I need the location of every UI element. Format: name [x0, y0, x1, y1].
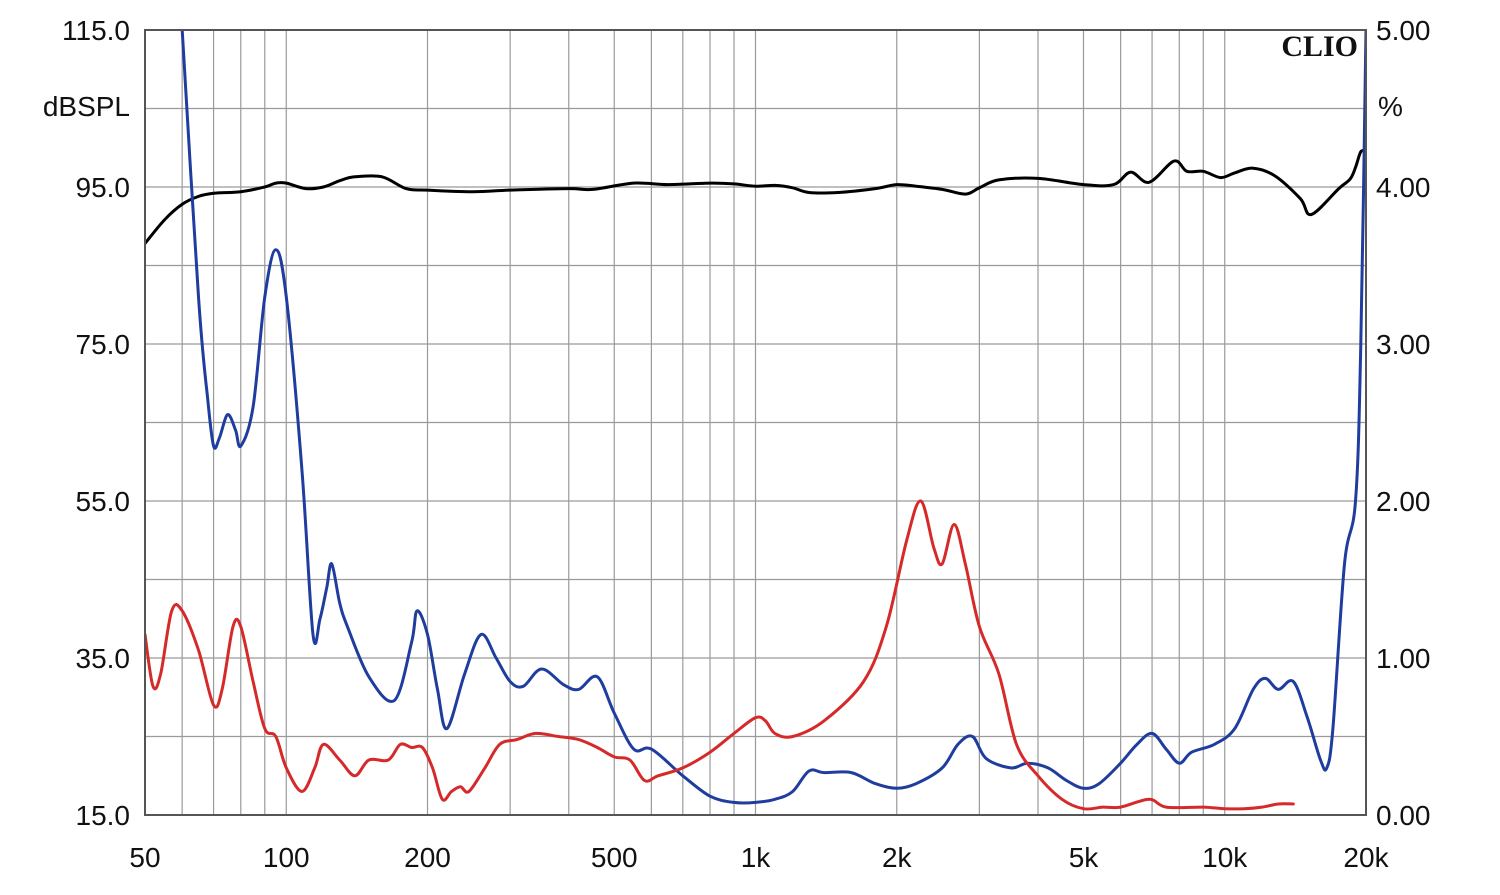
x-axis-tick-label: 50: [129, 842, 160, 873]
left-axis-tick-labels: 115.0 95.0 75.0 55.0 35.0 15.0: [62, 15, 130, 831]
distortion-line-blue: [180, 30, 1366, 805]
x-axis-tick-label: 10k: [1202, 842, 1248, 873]
x-axis-tick-label: 1k: [741, 842, 772, 873]
right-axis-tick-label: 2.00: [1376, 486, 1431, 517]
right-axis-tick-label: 3.00: [1376, 329, 1431, 360]
left-axis-tick-label: 55.0: [76, 486, 131, 517]
left-axis-tick-label: 75.0: [76, 329, 131, 360]
brand-logo-text: CLIO: [1281, 30, 1358, 63]
plot-frame: [144, 29, 1367, 816]
left-axis-tick-label: 95.0: [76, 172, 131, 203]
left-axis-tick-label: 15.0: [76, 800, 131, 831]
series-group: [145, 30, 1366, 811]
right-axis-tick-label: 5.00: [1376, 15, 1431, 46]
x-axis-tick-label: 500: [591, 842, 638, 873]
x-axis-tick-label: 2k: [882, 842, 913, 873]
x-axis-tick-label: 100: [263, 842, 310, 873]
frequency-response-line: [145, 149, 1366, 245]
x-axis-tick-label: 20k: [1343, 842, 1389, 873]
x-axis-tick-label: 5k: [1069, 842, 1100, 873]
x-axis-tick-label: 200: [404, 842, 451, 873]
left-axis-unit-label: dBSPL: [43, 91, 130, 122]
right-axis-tick-label: 1.00: [1376, 643, 1431, 674]
left-axis-tick-label: 115.0: [62, 15, 130, 46]
right-axis-unit-label: %: [1378, 91, 1403, 122]
right-axis-tick-label: 4.00: [1376, 172, 1431, 203]
x-axis-tick-labels: 50 100 200 500 1k 2k 5k 10k 20k: [129, 842, 1389, 873]
right-axis-tick-labels: 5.00 4.00 3.00 2.00 1.00 0.00: [1376, 15, 1431, 831]
distortion-line-red: [145, 499, 1295, 811]
left-axis-tick-label: 35.0: [76, 643, 131, 674]
right-axis-tick-label: 0.00: [1376, 800, 1431, 831]
